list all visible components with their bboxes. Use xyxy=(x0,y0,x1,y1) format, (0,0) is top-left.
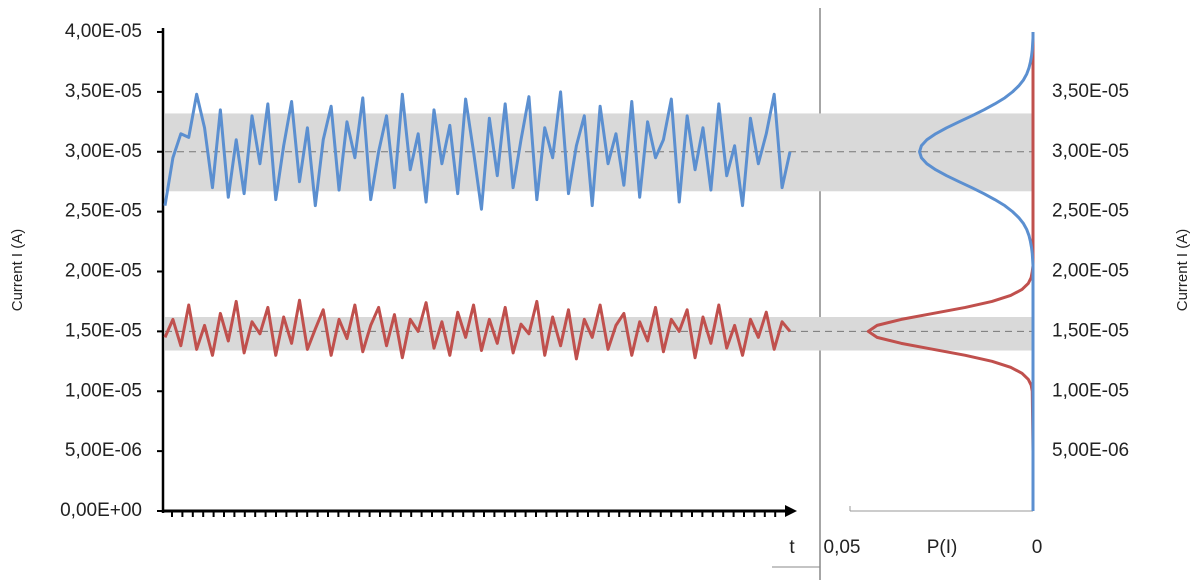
y-tick-label: 5,00E-06 xyxy=(65,440,142,461)
y-tick-label: 3,00E-05 xyxy=(65,141,142,162)
y-tick-label: 3,50E-05 xyxy=(1052,81,1129,102)
x-axis-label: P(I) xyxy=(927,537,958,558)
y-tick-label: 2,00E-05 xyxy=(65,261,142,282)
y-axis-label: Current I (A) xyxy=(1174,229,1191,312)
y-tick-label: 1,00E-05 xyxy=(1052,380,1129,401)
y-tick-label: 0,00E+00 xyxy=(60,500,142,521)
x-tick-label: 0 xyxy=(1032,537,1043,558)
distribution-line xyxy=(918,32,1035,511)
distribution-line xyxy=(866,32,1035,511)
x-tick-label: 0,05 xyxy=(824,537,861,558)
x-axis-arrow xyxy=(785,505,797,517)
x-axis-label: t xyxy=(789,537,795,558)
y-tick-label: 2,50E-05 xyxy=(1052,201,1129,222)
y-tick-label: 5,00E-06 xyxy=(1052,440,1129,461)
series-line xyxy=(163,298,792,361)
y-tick-label: 1,50E-05 xyxy=(1052,320,1129,341)
series-line xyxy=(163,90,792,211)
y-tick-label: 1,50E-05 xyxy=(65,320,142,341)
y-axis-label: Current I (A) xyxy=(9,229,26,312)
y-tick-label: 4,00E-05 xyxy=(65,21,142,42)
y-tick-label: 3,50E-05 xyxy=(65,81,142,102)
y-tick-label: 1,00E-05 xyxy=(65,380,142,401)
y-tick-label: 2,50E-05 xyxy=(65,201,142,222)
y-tick-label: 2,00E-05 xyxy=(1052,261,1129,282)
y-tick-label: 3,00E-05 xyxy=(1052,141,1129,162)
